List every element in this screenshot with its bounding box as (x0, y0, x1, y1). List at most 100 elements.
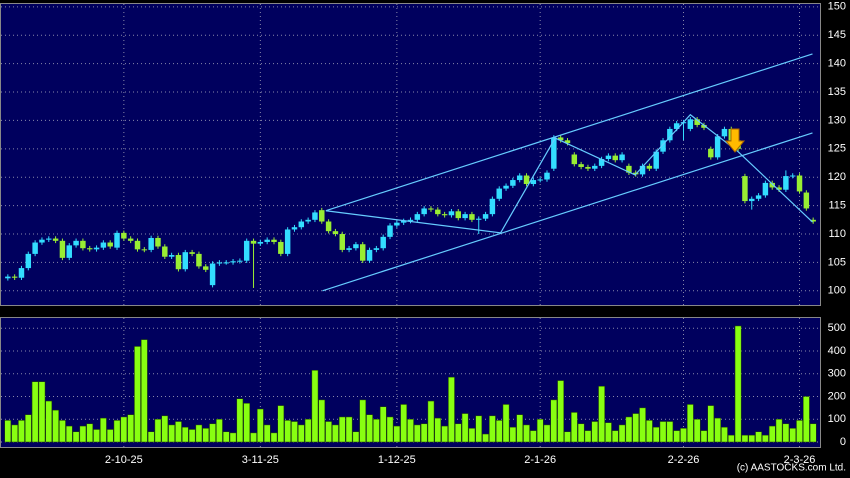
volume-bar (202, 428, 210, 443)
candle-body (462, 214, 468, 219)
volume-bar (700, 430, 708, 443)
candle-body (428, 208, 434, 210)
volume-bar (209, 423, 216, 443)
volume-bar (475, 415, 483, 443)
candle-body (592, 165, 598, 169)
volume-bar (147, 431, 155, 443)
volume-bar (509, 426, 517, 443)
candle-body (312, 212, 318, 220)
candle-body (80, 240, 86, 249)
y-tick-label: 150 (828, 1, 846, 13)
candle-body (769, 182, 775, 188)
volume-bar (11, 424, 18, 443)
volume-bar (414, 424, 421, 443)
plot-layer: 100 105 110 115 120 125 130 135 140 145 150 0 100 200… (1, 1, 846, 466)
candle-body (448, 211, 455, 216)
y-tick-label: 120 (828, 171, 846, 183)
volume-bar (482, 433, 489, 443)
candle-body (264, 239, 270, 242)
candle-body (564, 140, 571, 144)
candle-body (373, 248, 380, 250)
volume-bar (332, 424, 339, 443)
x-tick-label: 2-1-26 (524, 454, 556, 466)
volume-bar (748, 434, 756, 443)
candle-body (278, 241, 284, 254)
volume-bar (318, 399, 326, 443)
volume-bar (59, 420, 66, 443)
candle-body (107, 242, 113, 247)
price-panel (0, 3, 821, 306)
volume-bar (598, 386, 605, 443)
volume-bar (113, 420, 121, 443)
volume-bar (393, 425, 401, 443)
volume-bar (550, 399, 558, 443)
candle-body (435, 209, 441, 215)
candle-body (714, 136, 721, 158)
candle-body (209, 263, 216, 286)
candle-body (332, 231, 339, 235)
candle-body (73, 240, 79, 246)
candle-body (503, 185, 509, 189)
candle-body (796, 175, 803, 192)
x-tick-label: 2-2-26 (668, 454, 700, 466)
candle-body (660, 140, 666, 152)
y-tick-label: 0 (840, 436, 846, 448)
volume-bar (181, 426, 189, 443)
candle-body (100, 242, 107, 248)
volume-bar (448, 376, 455, 443)
candle-body (667, 128, 673, 141)
volume-bar (768, 425, 776, 443)
volume-bar (366, 414, 373, 443)
x-tick-label: 2-10-25 (105, 454, 143, 466)
candle-body (803, 192, 810, 209)
candle-body (155, 237, 161, 247)
y-tick-label: 400 (828, 345, 846, 357)
candle-body (489, 198, 496, 215)
volume-bar (673, 430, 680, 443)
candle-body (810, 219, 816, 222)
volume-bar (666, 421, 674, 443)
x-tick-label: 2-3-26 (784, 454, 816, 466)
candle-body (496, 188, 502, 199)
candle-body (701, 124, 707, 128)
candle-body (18, 268, 25, 278)
volume-bar (564, 431, 571, 443)
volume-bar (263, 424, 271, 443)
volume-bar (345, 416, 353, 443)
volume-bar (52, 409, 59, 443)
volume-bar (714, 417, 721, 443)
volume-bar (161, 415, 169, 443)
volume-bar (407, 418, 414, 443)
candle-body (175, 255, 182, 270)
candle-body (387, 225, 393, 237)
volume-bar (625, 416, 633, 443)
y-tick-label: 300 (828, 368, 846, 380)
volume-bar (338, 416, 346, 443)
volume-bar (325, 421, 332, 443)
volume-bar (680, 428, 687, 443)
candle-body (182, 252, 189, 270)
y-tick-label: 125 (828, 143, 846, 155)
volume-bar (803, 396, 810, 443)
candle-body (66, 245, 72, 258)
volume-bar (222, 431, 230, 443)
candle-body (305, 219, 311, 222)
volume-bar (618, 424, 626, 443)
volume-bar (441, 425, 448, 443)
y-tick-label: 115 (828, 200, 846, 212)
volume-bar (796, 420, 803, 443)
candle-body (5, 276, 11, 279)
candle-body (653, 151, 659, 169)
volume-bar (86, 423, 94, 443)
volume-bar (195, 424, 203, 443)
volume-bar (373, 418, 380, 443)
volume-bar (434, 417, 442, 443)
candle-body (39, 239, 45, 243)
candle-body (237, 260, 243, 262)
volume-bar (243, 403, 251, 443)
volume-bar (775, 418, 783, 443)
volume-bar (65, 425, 73, 443)
y-tick-label: 105 (828, 256, 846, 268)
candle-body (441, 214, 448, 216)
candle-body (612, 155, 618, 161)
